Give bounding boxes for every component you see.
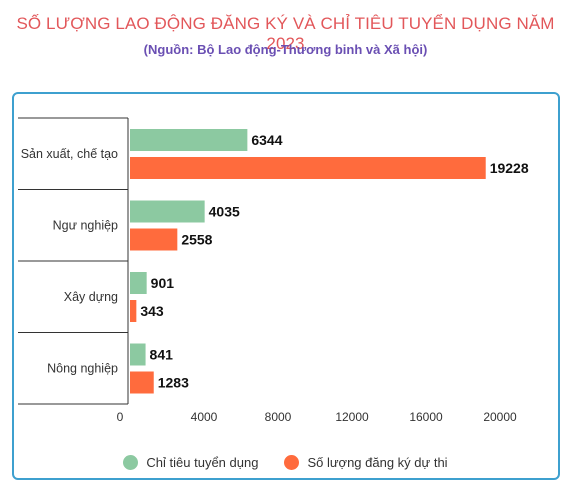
data-label: 1283 <box>158 375 189 391</box>
data-label: 2558 <box>181 232 212 248</box>
x-tick-label: 16000 <box>409 410 443 424</box>
legend-item-series2: Số lượng đăng ký dự thi <box>284 455 448 470</box>
x-tick-label: 4000 <box>191 410 218 424</box>
legend-swatch-series1 <box>123 455 139 470</box>
data-label: 343 <box>140 303 164 319</box>
bar-chi-tieu <box>130 343 146 366</box>
x-tick-label: 0 <box>117 410 124 424</box>
category-label: Ngư nghiệp <box>53 218 118 232</box>
chart-title: SỐ LƯỢNG LAO ĐỘNG ĐĂNG KÝ VÀ CHỈ TIÊU TU… <box>16 14 555 53</box>
x-tick-label: 8000 <box>265 410 292 424</box>
chart-card <box>12 92 560 480</box>
data-label: 19228 <box>490 160 529 176</box>
category-label: Xây dựng <box>64 290 118 304</box>
legend-label-series1: Chỉ tiêu tuyển dụng <box>146 455 259 470</box>
x-tick-label: 12000 <box>335 410 369 424</box>
legend-label-series2: Số lượng đăng ký dự thi <box>307 455 448 470</box>
category-label: Nông nghiệp <box>47 361 118 375</box>
bar-chi-tieu <box>130 272 147 294</box>
chart-legend: Chỉ tiêu tuyển dụng Số lượng đăng ký dự … <box>0 455 571 470</box>
bar-dang-ky <box>130 371 154 394</box>
x-tick-label: 20000 <box>483 410 517 424</box>
legend-swatch-series2 <box>284 455 300 470</box>
category-label: Sản xuất, chế tạo <box>21 147 118 161</box>
bar-chi-tieu <box>130 129 248 151</box>
data-label: 6344 <box>251 132 282 148</box>
bar-chi-tieu <box>130 200 205 223</box>
data-label: 4035 <box>209 204 240 220</box>
bar-dang-ky <box>130 157 486 179</box>
data-label: 841 <box>150 347 174 363</box>
bar-dang-ky <box>130 300 137 322</box>
data-label: 901 <box>151 275 175 291</box>
chart-subtitle: (Nguồn: Bộ Lao động-Thương binh và Xã hộ… <box>143 42 428 57</box>
bar-dang-ky <box>130 228 178 251</box>
legend-item-series1: Chỉ tiêu tuyển dụng <box>123 455 258 470</box>
